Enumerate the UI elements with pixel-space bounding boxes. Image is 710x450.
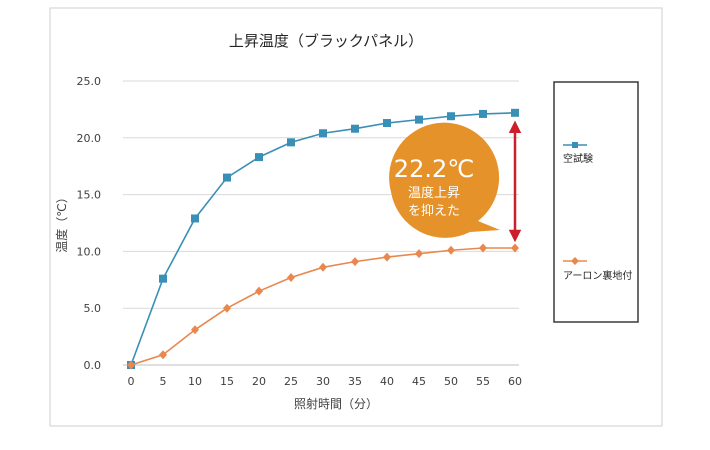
legend-item-aaron-lining: アーロン裏地付 (563, 257, 632, 282)
series-0-point-2 (191, 214, 199, 223)
y-tick-label-4: 20.0 (77, 132, 102, 145)
y-tick-label-1: 5.0 (84, 302, 102, 315)
x-axis-title: 照射時間（分） (294, 396, 378, 411)
series-0-point-4 (255, 153, 263, 162)
legend-marker-aaron-lining (571, 257, 579, 265)
y-axis-ticks: 0.0 5.0 10.0 15.0 20.0 25.0 (77, 75, 102, 372)
legend-label-blank-test: 空試験 (563, 152, 593, 165)
series-0-point-3 (223, 173, 231, 182)
series-1-point-9 (415, 249, 423, 259)
chart-title: 上昇温度（ブラックパネル） (229, 32, 423, 50)
series-1-point-11 (479, 243, 487, 253)
series-0-point-1 (159, 274, 167, 283)
x-tick-label-5: 25 (284, 375, 298, 388)
x-axis-ticks: 0 5 10 15 20 25 30 35 40 45 50 55 60 (128, 375, 523, 388)
callout-line-2: を抑えた (408, 204, 460, 219)
series-0-point-12 (511, 108, 519, 117)
x-tick-label-12: 60 (508, 375, 522, 388)
legend-box (553, 81, 639, 323)
x-tick-label-1: 5 (160, 375, 167, 388)
series-1-point-12 (511, 243, 519, 253)
x-tick-label-8: 40 (380, 375, 394, 388)
series-0-point-7 (351, 124, 359, 133)
y-tick-label-5: 25.0 (77, 75, 102, 88)
x-tick-label-11: 55 (476, 375, 490, 388)
x-tick-label-3: 15 (220, 375, 234, 388)
grid-lines (123, 80, 519, 366)
series-0-point-10 (447, 112, 455, 121)
series-0-point-6 (319, 129, 327, 138)
callout-value: 22.2℃ (394, 155, 474, 183)
x-tick-label-7: 35 (348, 375, 362, 388)
series-0-point-11 (479, 109, 487, 118)
x-tick-label-0: 0 (128, 375, 135, 388)
series-0-point-9 (415, 115, 423, 124)
x-tick-label-4: 20 (252, 375, 266, 388)
x-tick-label-10: 50 (444, 375, 458, 388)
y-tick-label-2: 10.0 (77, 245, 102, 258)
series-0-point-5 (287, 138, 295, 147)
series-1-point-3 (223, 303, 231, 313)
x-tick-label-2: 10 (188, 375, 202, 388)
legend-marker-blank-test (572, 142, 578, 148)
annotation-group: 22.2℃ 温度上昇 を抑えた (389, 120, 522, 243)
x-tick-label-9: 45 (412, 375, 426, 388)
series-0-point-8 (383, 119, 391, 128)
legend-label-aaron-lining: アーロン裏地付 (563, 269, 632, 282)
series-1-point-8 (383, 252, 391, 262)
callout-bubble (389, 122, 500, 238)
series-1-point-5 (287, 273, 295, 283)
y-tick-label-0: 0.0 (84, 359, 102, 372)
series-1-point-6 (319, 262, 327, 272)
legend-item-blank-test: 空試験 (563, 142, 593, 165)
series-group (127, 108, 519, 370)
series-1-point-7 (351, 257, 359, 267)
series-1-point-4 (255, 286, 263, 296)
y-axis-title: 温度（℃） (54, 191, 69, 252)
x-tick-label-6: 30 (316, 375, 330, 388)
series-1-point-0 (127, 360, 135, 370)
y-tick-label-3: 15.0 (77, 189, 102, 202)
series-1-point-2 (191, 325, 199, 335)
series-1-point-10 (447, 245, 455, 255)
legend: 空試験 アーロン裏地付 (563, 142, 632, 282)
series-1-point-1 (159, 350, 167, 360)
callout-line-1: 温度上昇 (408, 185, 460, 201)
